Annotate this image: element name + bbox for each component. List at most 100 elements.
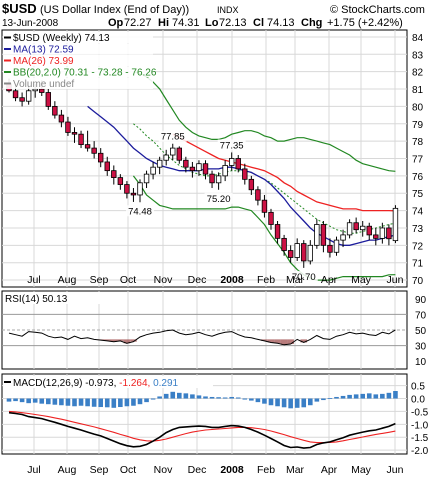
rsi-fill bbox=[110, 339, 118, 342]
candle-body bbox=[130, 192, 137, 196]
macd-histogram-bar bbox=[380, 393, 385, 399]
candle-body bbox=[268, 211, 274, 225]
macd-histogram-bar bbox=[13, 398, 18, 402]
price-panel: 70 71 72 73 74 75 76 77 78 79 80 81 82 83 84 77.85 77.35… bbox=[2, 33, 424, 287]
candle-body bbox=[255, 189, 261, 201]
macd-histogram-bar bbox=[137, 398, 143, 405]
macd-histogram-bar bbox=[183, 393, 189, 399]
candle-body bbox=[314, 224, 320, 246]
macd-histogram-bar bbox=[268, 398, 274, 406]
macd-histogram-bar bbox=[203, 396, 208, 399]
rsi-tick-label: 30 bbox=[415, 342, 427, 353]
macd-histogram-bar bbox=[98, 398, 103, 408]
rsi-fill bbox=[123, 339, 131, 344]
candle-body bbox=[366, 225, 372, 236]
ma26-line bbox=[172, 133, 396, 212]
candle-body bbox=[65, 121, 71, 133]
price-tick-label: 79 bbox=[412, 120, 424, 131]
x-tick-label: Apr bbox=[321, 464, 338, 476]
x-tick-label: Jun bbox=[387, 274, 404, 286]
macd-histogram-bar bbox=[19, 398, 25, 403]
candle-body bbox=[32, 88, 38, 92]
macd-histogram-bar bbox=[334, 396, 339, 399]
x-tick-label: 2008 bbox=[220, 274, 244, 286]
x-tick-label: Mar bbox=[286, 274, 305, 286]
macd-histogram-bar bbox=[32, 398, 38, 403]
candle-body bbox=[150, 166, 156, 175]
rsi-fill bbox=[130, 339, 137, 342]
macd-line bbox=[8, 411, 396, 449]
candle-body bbox=[346, 222, 353, 236]
rsi-fill bbox=[274, 339, 281, 344]
candle-body bbox=[281, 237, 287, 251]
candle-body bbox=[176, 147, 182, 161]
price-tick-label: 77 bbox=[412, 155, 424, 166]
macd-histogram-bar bbox=[327, 398, 333, 399]
legend-bg bbox=[3, 66, 153, 78]
candle-body bbox=[202, 163, 209, 175]
macd-histogram-bar bbox=[353, 394, 359, 399]
x-tick-label: Jun bbox=[387, 464, 404, 476]
macd-histogram-bar bbox=[72, 398, 77, 407]
macd-histogram-bar bbox=[170, 391, 176, 399]
macd-histogram-bar bbox=[373, 394, 379, 399]
price-tick-label: 73 bbox=[412, 224, 424, 235]
macd-histogram-bar bbox=[131, 398, 136, 406]
macd-histogram-bar bbox=[190, 394, 195, 399]
macd-histogram-bar bbox=[288, 398, 293, 409]
macd-histogram-bar bbox=[301, 398, 307, 408]
candle-body bbox=[301, 243, 307, 262]
annotation-bg bbox=[158, 130, 187, 142]
price-annotation: 77.85 bbox=[161, 132, 185, 143]
rsi-tick-label: 10 bbox=[415, 357, 427, 368]
macd-histogram-bar bbox=[118, 398, 123, 408]
header-name: (US Dollar Index (End of Day)) bbox=[40, 4, 189, 16]
header-change-label: Chg bbox=[301, 17, 322, 29]
candle-body bbox=[196, 163, 202, 172]
bb-lower-band bbox=[132, 175, 396, 281]
x-tick-label: Oct bbox=[120, 274, 136, 286]
candle-body bbox=[137, 182, 143, 196]
candle-body bbox=[12, 90, 19, 99]
rsi-label: RSI(14) 50.13 bbox=[5, 294, 68, 305]
candle-body bbox=[294, 243, 300, 258]
price-tick-label: 75 bbox=[412, 189, 424, 200]
price-annotation: 75.20 bbox=[207, 194, 231, 205]
candle-body bbox=[170, 147, 176, 156]
macd-histogram-bar bbox=[386, 392, 392, 399]
macd-histogram-bar bbox=[6, 398, 12, 402]
x-tick-label: Mar bbox=[286, 464, 305, 476]
macd-histogram-bar bbox=[249, 398, 254, 401]
annotation-bg bbox=[217, 139, 246, 151]
macd-histogram-bar bbox=[46, 398, 51, 405]
x-tick-label: Dec bbox=[188, 274, 207, 286]
macd-tick-label: -1.5 bbox=[411, 433, 429, 444]
macd-histogram-bar bbox=[150, 398, 156, 400]
candle-body bbox=[25, 90, 32, 102]
header-close-label: Cl bbox=[253, 17, 264, 29]
candle-body bbox=[333, 239, 340, 253]
candle-body bbox=[307, 244, 313, 262]
candle-body bbox=[228, 158, 235, 166]
x-tick-label: Dec bbox=[188, 464, 207, 476]
candle-body bbox=[248, 178, 255, 191]
macd-histogram-bar bbox=[111, 398, 117, 408]
macd-histogram-bar bbox=[308, 398, 313, 406]
candle-body bbox=[274, 224, 281, 239]
candle-body bbox=[78, 133, 84, 146]
macd-label-bg bbox=[3, 376, 213, 388]
macd-histogram-bar bbox=[393, 391, 398, 399]
candle-body bbox=[124, 184, 130, 194]
price-tick-label: 83 bbox=[412, 50, 424, 61]
rsi-fill bbox=[280, 339, 288, 345]
rsi-fill bbox=[103, 339, 111, 341]
x-axis: Jul Aug Sep Oct Nov Dec 2008 Feb Mar Apr May Jun Jul… bbox=[27, 274, 403, 476]
x-tick-label: Aug bbox=[58, 274, 77, 286]
price-tick-label: 74 bbox=[412, 207, 424, 218]
legend-label: Volume undef bbox=[13, 79, 74, 90]
price-tick-label: 80 bbox=[412, 102, 424, 113]
macd-histogram-bar bbox=[366, 393, 372, 399]
macd-histogram-bar bbox=[91, 398, 97, 407]
